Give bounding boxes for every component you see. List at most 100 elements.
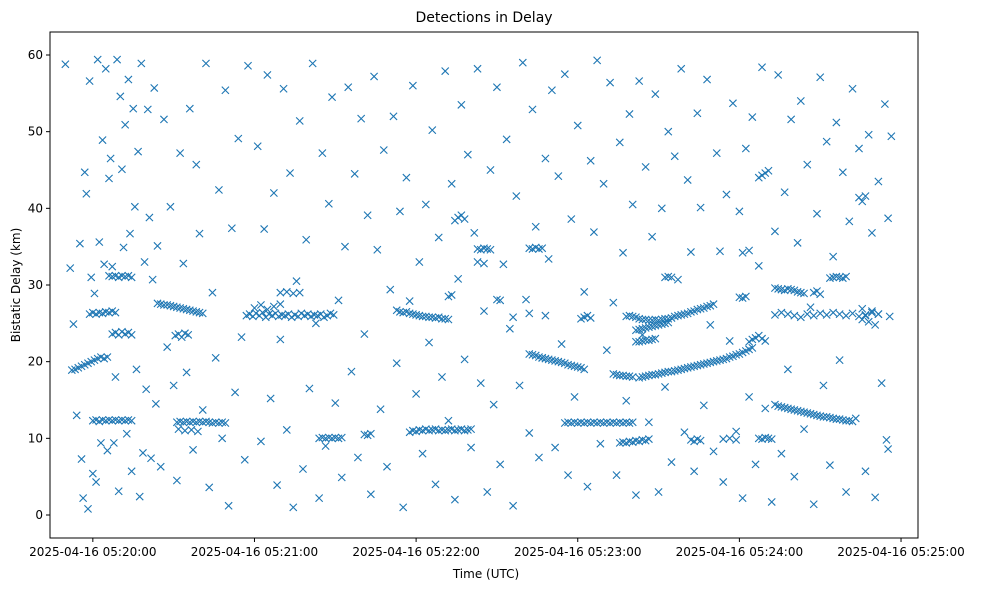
detection-point [803,409,812,418]
detection-point [337,433,346,442]
detection-point [800,425,809,434]
detection-point [728,99,737,108]
detection-point [266,394,275,403]
detection-point [117,271,126,280]
detection-point [625,311,634,320]
detection-point [638,330,647,339]
detection-point [751,460,760,469]
detection-point [754,434,763,443]
detection-point [783,404,792,413]
detection-point [263,305,272,314]
detection-point [777,308,786,317]
detection-point [835,310,844,319]
detection-point [686,307,695,316]
detection-point [80,168,89,177]
detection-point [732,350,741,359]
detection-point [790,472,799,481]
detection-point [842,311,851,320]
detection-point [395,307,404,316]
detection-point [169,381,178,390]
detection-point [525,428,534,437]
detection-point [644,371,653,380]
detection-point [628,200,637,209]
detection-point [790,311,799,320]
detection-point [661,273,670,282]
detection-point [98,415,107,424]
detection-point [667,273,676,282]
detection-point [492,295,501,304]
detection-point [132,365,141,374]
detection-point [192,160,201,169]
detection-point [625,419,634,427]
detection-point [441,67,450,76]
detection-point [599,179,608,188]
detection-point [282,287,291,296]
detection-point [79,494,88,503]
detection-point [884,214,893,223]
detection-point [793,287,802,296]
detection-point [425,313,434,322]
detection-point [244,61,252,70]
detection-point [389,112,398,121]
detection-point [570,392,579,401]
detection-point [783,310,792,319]
detection-point [725,336,734,345]
detection-point [864,317,873,326]
detection-point [835,415,844,424]
detection-point [625,110,634,119]
detection-point [189,445,198,454]
detection-point [437,373,446,381]
detection-point [90,289,99,298]
detection-point [667,458,676,467]
detection-point [686,248,695,257]
detection-point [716,247,724,256]
detection-point [111,415,120,424]
detection-point [803,160,812,169]
detection-point [218,434,227,443]
detection-point [835,356,844,365]
detection-point [412,310,421,319]
detection-point [825,461,834,470]
detection-point [418,449,427,458]
detection-point [415,258,424,266]
detection-point [176,149,185,158]
detection-point [631,491,640,500]
detection-point [580,365,589,374]
x-tick-label: 2025-04-16 05:23:00 [514,545,641,559]
detection-point [787,115,796,124]
detection-point [221,86,230,95]
detection-point [745,392,754,401]
detection-point [570,362,579,371]
detection-point [179,259,188,268]
detection-point [764,434,773,443]
detection-point [816,412,825,421]
detection-point [295,288,304,297]
y-tick-label: 30 [28,278,43,292]
detection-point [848,84,857,93]
detection-point [716,356,724,365]
detection-point [214,419,223,427]
detection-point [121,272,130,281]
detection-point [573,121,582,130]
detection-point [858,197,867,206]
detection-point [318,433,327,442]
detection-point [415,425,424,434]
detection-point [224,501,233,510]
detection-point [774,402,783,411]
detection-point [412,389,421,398]
detection-point [253,142,262,151]
detection-point [289,503,298,512]
detection-point [166,202,175,211]
detection-point [690,362,699,371]
detection-point [596,418,605,427]
detection-point [124,75,133,84]
detection-point [421,312,430,321]
detection-point [138,448,147,457]
detection-point [315,434,324,443]
detection-point [166,301,175,310]
detection-point [829,308,838,317]
detection-point [754,261,763,270]
detection-point [379,146,388,155]
detection-point [277,310,286,319]
detection-point [515,381,524,390]
